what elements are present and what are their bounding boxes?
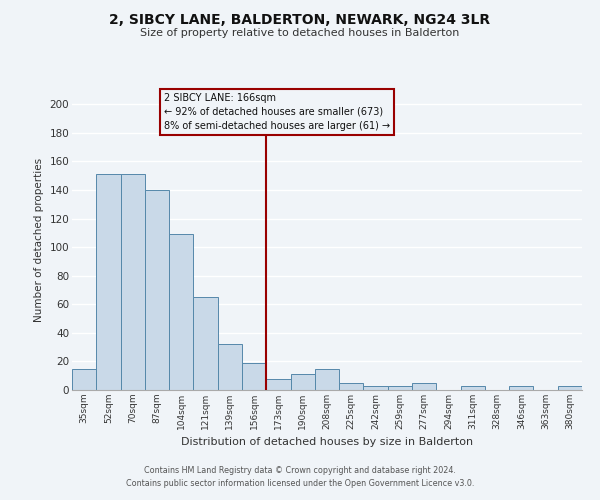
Bar [290, 374, 315, 390]
Bar [242, 363, 266, 390]
Bar [72, 368, 96, 390]
Bar [193, 297, 218, 390]
Bar [145, 190, 169, 390]
Text: Contains HM Land Registry data © Crown copyright and database right 2024.
Contai: Contains HM Land Registry data © Crown c… [126, 466, 474, 487]
Bar [121, 174, 145, 390]
Text: Size of property relative to detached houses in Balderton: Size of property relative to detached ho… [140, 28, 460, 38]
Bar [509, 386, 533, 390]
Bar [339, 383, 364, 390]
Bar [266, 378, 290, 390]
Bar [315, 368, 339, 390]
Bar [461, 386, 485, 390]
Bar [218, 344, 242, 390]
X-axis label: Distribution of detached houses by size in Balderton: Distribution of detached houses by size … [181, 438, 473, 448]
Bar [169, 234, 193, 390]
Text: 2, SIBCY LANE, BALDERTON, NEWARK, NG24 3LR: 2, SIBCY LANE, BALDERTON, NEWARK, NG24 3… [109, 12, 491, 26]
Bar [558, 386, 582, 390]
Bar [364, 386, 388, 390]
Text: 2 SIBCY LANE: 166sqm
← 92% of detached houses are smaller (673)
8% of semi-detac: 2 SIBCY LANE: 166sqm ← 92% of detached h… [164, 93, 390, 131]
Bar [412, 383, 436, 390]
Y-axis label: Number of detached properties: Number of detached properties [34, 158, 44, 322]
Bar [96, 174, 121, 390]
Bar [388, 386, 412, 390]
